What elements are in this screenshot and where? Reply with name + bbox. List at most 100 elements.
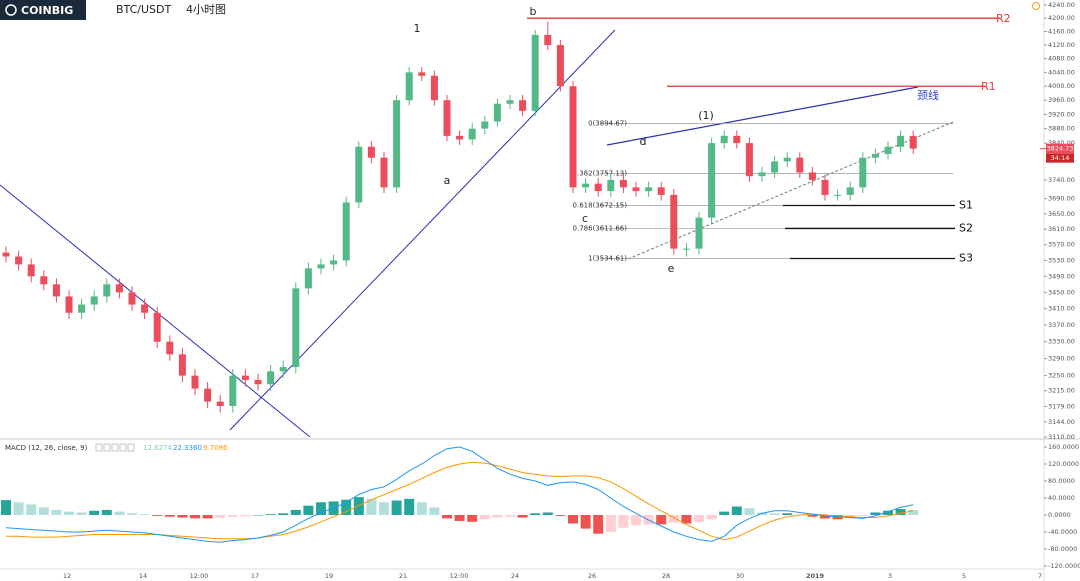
- last-price-label: 3824.73: [1047, 145, 1074, 153]
- candle-body: [430, 75, 438, 101]
- macd-control: [119, 443, 127, 452]
- y-tick-label: 4080.00: [1048, 55, 1075, 63]
- candle-body: [645, 187, 653, 192]
- macd-histogram-bar: [618, 515, 629, 528]
- candle-body: [493, 103, 501, 122]
- candle-body: [317, 264, 325, 269]
- candle-body: [808, 172, 816, 180]
- candle-body: [178, 354, 186, 376]
- candle-body: [506, 100, 514, 104]
- candle-body: [342, 202, 350, 261]
- candle-body: [481, 121, 489, 129]
- macd-histogram-bar: [605, 515, 616, 532]
- candle-body: [367, 146, 375, 158]
- x-tick-label: 30: [736, 572, 744, 580]
- macd-histogram-bar: [164, 515, 175, 517]
- macd-histogram-bar: [820, 515, 830, 519]
- candle-body: [78, 304, 86, 313]
- macd-histogram-bar: [593, 515, 604, 534]
- macd-histogram-bar: [517, 515, 528, 518]
- x-tick-label: 17: [251, 572, 259, 580]
- y-tick-label: 3880.00: [1048, 125, 1075, 133]
- candle-body: [556, 45, 564, 87]
- annotation: a: [444, 174, 451, 187]
- macd-histogram-bar: [479, 515, 490, 520]
- x-tick-label: 26: [588, 572, 596, 580]
- candle-body: [682, 248, 690, 250]
- macd-histogram-bar: [177, 515, 188, 518]
- candle-body: [115, 284, 123, 293]
- y-tick-label: 80.0000: [1048, 477, 1075, 485]
- candle-body: [279, 367, 287, 372]
- annotation: (1): [698, 109, 714, 122]
- y-tick-label: 120.0000: [1048, 460, 1079, 468]
- y-tick-label: 4040.00: [1048, 68, 1075, 76]
- candle-body: [380, 157, 388, 188]
- y-tick-label: 3610.00: [1048, 225, 1075, 233]
- last-price-badge: [1046, 143, 1074, 154]
- candle-body: [27, 264, 35, 277]
- candle-body: [405, 72, 413, 101]
- macd-histogram-bar: [215, 515, 226, 518]
- annotation: d: [640, 135, 647, 148]
- candle-body: [52, 284, 60, 297]
- macd-control: [111, 443, 119, 452]
- macd-histogram-bar: [807, 515, 818, 517]
- candle-body: [720, 135, 728, 144]
- macd-histogram-bar: [227, 515, 238, 517]
- x-tick-label: 3: [888, 572, 892, 580]
- y-tick-label: 0.0000: [1048, 511, 1071, 519]
- macd-histogram-bar: [26, 504, 37, 515]
- candle-body: [204, 388, 212, 402]
- macd-histogram-bar: [366, 498, 377, 515]
- candle-body: [254, 379, 262, 385]
- candle-body: [2, 252, 10, 257]
- macd-histogram-bar: [744, 508, 755, 515]
- macd-histogram-bar: [202, 515, 213, 519]
- macd-histogram-bar: [731, 506, 742, 515]
- x-tick-label: 2019: [806, 572, 825, 580]
- y-tick-label: 3410.00: [1048, 305, 1075, 313]
- macd-histogram-bar: [89, 510, 100, 515]
- macd-histogram-bar: [303, 505, 314, 515]
- annotation: b: [530, 5, 537, 18]
- macd-histogram-bar: [429, 507, 440, 515]
- macd-histogram-bar: [467, 515, 478, 522]
- candle-body: [241, 375, 249, 380]
- x-tick-label: 7: [1038, 572, 1042, 580]
- candle-body: [267, 371, 275, 385]
- y-tick-label: 3490.00: [1048, 272, 1075, 280]
- y-tick-label: 3740.00: [1048, 176, 1075, 184]
- fib-label: 0.382(3757.13): [573, 170, 628, 178]
- y-tick-label: 3215.00: [1048, 387, 1075, 395]
- macd-histogram-bar: [152, 515, 163, 516]
- candle-body: [544, 34, 552, 46]
- macd-histogram-bar: [857, 515, 868, 516]
- candle-body: [141, 304, 149, 313]
- macd-histogram-bar: [555, 515, 566, 516]
- logo-box: [0, 0, 86, 20]
- candle-body: [745, 143, 753, 177]
- x-tick-label: 12:00: [190, 572, 209, 580]
- macd-histogram-bar: [404, 498, 415, 515]
- level-label: S1: [959, 198, 973, 211]
- candle-body: [15, 256, 23, 265]
- candle-body: [657, 187, 665, 195]
- candle-body: [519, 100, 527, 111]
- macd-histogram-bar: [416, 502, 427, 515]
- candle-body: [670, 194, 678, 249]
- candle-body: [355, 146, 363, 203]
- macd-histogram-bar: [883, 510, 893, 515]
- x-tick-label: 12: [63, 572, 71, 580]
- macd-histogram-bar: [101, 509, 112, 515]
- y-tick-label: 3290.00: [1048, 355, 1075, 363]
- macd-histogram-bar: [908, 509, 919, 515]
- macd-title: MACD (12, 26, close, 9): [5, 444, 88, 452]
- macd-histogram-bar: [64, 511, 74, 515]
- fib-label: 0(3894.67): [588, 119, 627, 127]
- candle-body: [632, 187, 640, 192]
- annotation: 1: [414, 22, 421, 35]
- candle-body: [128, 292, 136, 305]
